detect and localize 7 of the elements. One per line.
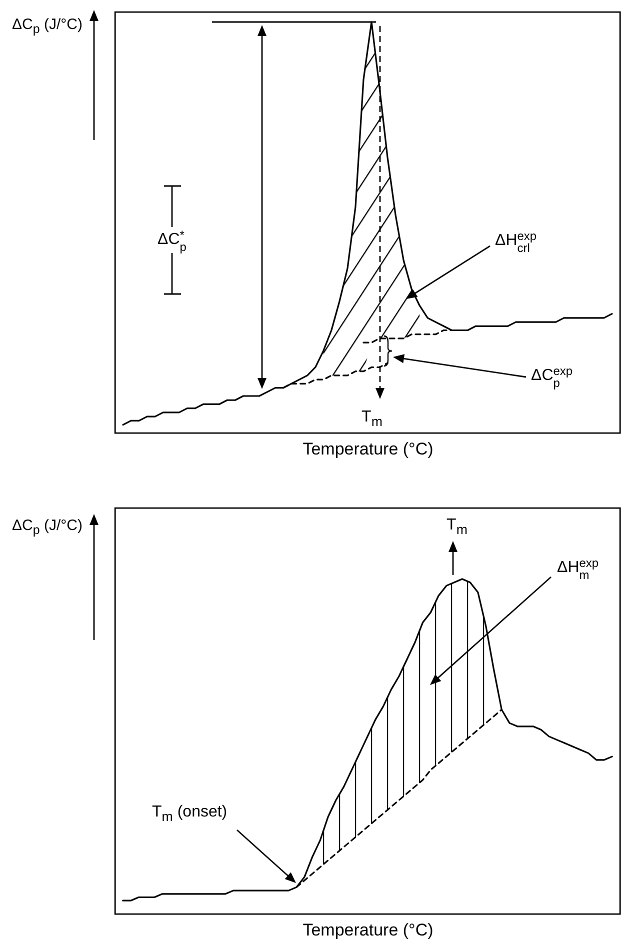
x-axis-title: Temperature (°C)	[302, 920, 434, 940]
x-axis-title: Temperature (°C)	[302, 440, 434, 458]
annotation: T$_{m}$ (onset)	[150, 802, 230, 826]
text: T$_{m}$	[444, 516, 470, 538]
annotation: T$_{m}$	[360, 408, 384, 430]
y-axis-title: ΔC$_{p}$ (J/°C)	[12, 517, 84, 539]
y-axis-title: ΔC$_{p}$ (J/°C)	[12, 16, 84, 38]
